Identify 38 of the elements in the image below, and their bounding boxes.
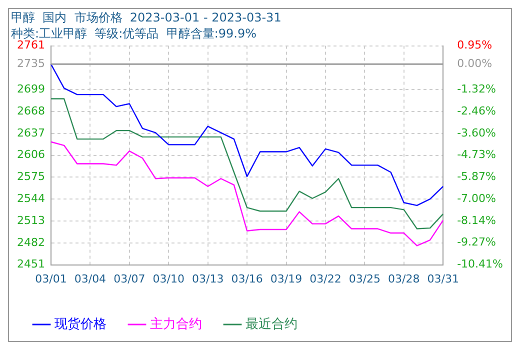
x-tick-label: 03/25 [348, 272, 381, 286]
y2-tick-label: -3.60% [457, 126, 496, 140]
y-tick-label: 2482 [16, 236, 45, 249]
x-tick-label: 03/01 [35, 272, 67, 286]
x-tick-label: 03/07 [114, 272, 146, 286]
x-tick-label: 03/10 [152, 272, 184, 286]
y2-tick-label: -4.73% [457, 148, 496, 162]
y-tick-label: 2761 [16, 38, 45, 52]
y-tick-label: 2575 [16, 170, 45, 184]
chart-subtitle: 种类:工业甲醇 等级:优等品 甲醇含量:99.9% [11, 26, 257, 41]
x-tick-label: 03/22 [310, 272, 342, 286]
x-tick-label: 03/31 [427, 272, 459, 286]
y-tick-label: 2735 [16, 57, 45, 70]
legend-label: 最近合约 [246, 316, 298, 332]
y2-tick-label: 0.95% [457, 38, 492, 52]
x-tick-label: 03/16 [231, 272, 263, 286]
y-tick-label: 2606 [16, 148, 45, 162]
y-tick-label: 2513 [16, 214, 45, 227]
legend-label: 主力合约 [150, 316, 202, 332]
y2-tick-label: -7.00% [457, 192, 496, 205]
y2-tick-label: -10.41% [457, 258, 504, 271]
y-tick-label: 2699 [16, 82, 45, 96]
chart-title: 甲醇 国内 市场价格 2023-03-01 - 2023-03-31 [11, 10, 282, 24]
y2-tick-label: -8.14% [457, 214, 496, 227]
legend-label: 现货价格 [54, 316, 106, 332]
y-tick-label: 2451 [16, 258, 45, 271]
y-tick-label: 2637 [16, 126, 45, 140]
x-tick-label: 03/13 [192, 272, 224, 286]
y-tick-label: 2544 [16, 192, 45, 205]
x-tick-label: 03/04 [74, 272, 106, 286]
y2-tick-label: -1.32% [457, 82, 496, 96]
x-tick-label: 03/28 [388, 272, 420, 286]
y2-tick-label: 0.00% [457, 56, 492, 70]
x-tick-label: 03/19 [270, 272, 302, 286]
y2-tick-label: -5.87% [457, 170, 496, 184]
y2-tick-label: -9.27% [457, 236, 496, 249]
y2-tick-label: -2.46% [457, 104, 496, 118]
y-tick-label: 2668 [16, 104, 45, 118]
